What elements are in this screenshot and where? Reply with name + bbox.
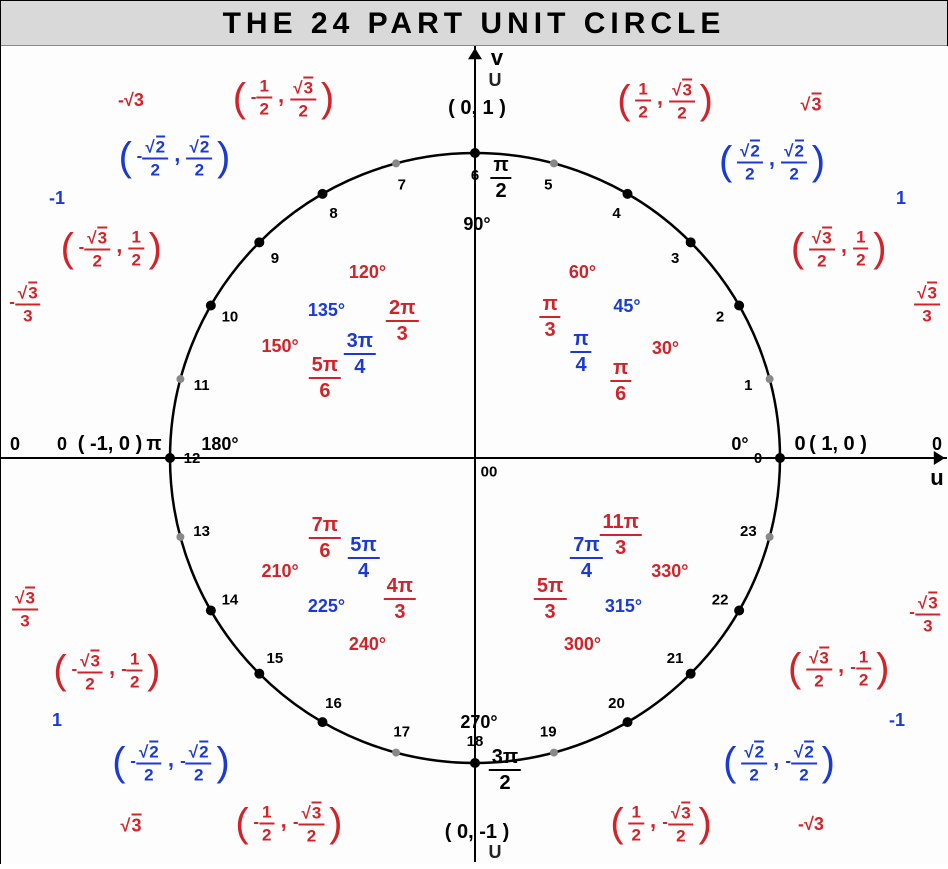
tan-120: -√3 <box>118 91 144 109</box>
svg-text:17: 17 <box>393 723 410 740</box>
rad-150: 5π6 <box>309 355 341 401</box>
coord-150: ( -32 , 12 ) <box>61 227 162 270</box>
rad-30: π6 <box>610 358 631 404</box>
deg-45: 45° <box>613 297 640 315</box>
svg-text:9: 9 <box>271 250 279 267</box>
deg-90: 90° <box>463 215 490 233</box>
tan-150: -33 <box>9 282 40 325</box>
title-bar: THE 24 PART UNIT CIRCLE <box>1 1 947 46</box>
origin-label: 00 <box>481 465 498 480</box>
tan-60: 3 <box>801 93 822 114</box>
svg-text:3: 3 <box>671 250 679 267</box>
tan-0-right: 0 <box>932 435 942 453</box>
coord-315: ( 22 , -22 ) <box>723 741 835 784</box>
deg-120: 120° <box>349 263 386 281</box>
rad-120: 2π3 <box>386 298 418 344</box>
coord-45: ( 22 , 22 ) <box>719 140 825 183</box>
u-top-label: U <box>489 71 502 89</box>
tan-300: -√3 <box>798 815 824 833</box>
svg-text:18: 18 <box>467 733 484 750</box>
deg-225: 225° <box>308 597 345 615</box>
coord-120: ( -12 , 32 ) <box>233 76 334 119</box>
deg-180: 180° <box>201 435 238 453</box>
pt-0-1: ( 0, 1 ) <box>448 98 506 118</box>
rad-60: π3 <box>539 294 560 340</box>
u-bottom-label: U <box>489 843 502 861</box>
svg-text:14: 14 <box>222 592 239 609</box>
deg-135: 135° <box>308 301 345 319</box>
coord-135: ( -22 , 22 ) <box>119 136 231 179</box>
deg-300: 300° <box>564 635 601 653</box>
svg-text:12: 12 <box>184 450 201 467</box>
pt-1-0: ( 1, 0 ) <box>809 434 867 454</box>
svg-text:19: 19 <box>540 723 557 740</box>
coord-30: ( 32 , 12 ) <box>791 227 887 270</box>
deg-240: 240° <box>349 635 386 653</box>
deg-60: 60° <box>569 263 596 281</box>
rad-pi-2: π2 <box>490 155 511 201</box>
tan-45: 1 <box>896 189 906 207</box>
pt-neg1-0: ( -1, 0 ) <box>78 434 142 454</box>
rad-240: 4π3 <box>384 576 416 622</box>
tan-330: -33 <box>909 592 940 635</box>
svg-text:23: 23 <box>740 523 757 540</box>
tan-30: 33 <box>914 282 940 325</box>
deg-30: 30° <box>652 339 679 357</box>
rad-pi: π <box>146 434 161 454</box>
svg-text:1: 1 <box>744 377 752 394</box>
coord-240: ( -12 , -32 ) <box>235 802 342 845</box>
outer-0-left: 0 <box>57 435 67 453</box>
coord-210: ( -32 , -12 ) <box>53 649 160 692</box>
rad-300: 5π3 <box>534 576 566 622</box>
rad-315: 7π4 <box>570 535 602 581</box>
tan-225: 1 <box>52 711 62 729</box>
rad-3pi-2: 3π2 <box>489 747 521 793</box>
svg-text:4: 4 <box>612 205 621 222</box>
svg-text:7: 7 <box>398 177 406 194</box>
rad-330: 11π3 <box>599 512 641 558</box>
rad-210: 7π6 <box>309 515 341 561</box>
deg-315: 315° <box>605 597 642 615</box>
deg-270: 270° <box>460 713 497 731</box>
tan-135: -1 <box>49 189 65 207</box>
svg-text:2: 2 <box>716 309 724 326</box>
svg-text:8: 8 <box>329 205 337 222</box>
rad-0: 0 <box>794 434 805 454</box>
deg-210: 210° <box>262 562 299 580</box>
diagram-stage: 01234567891011121314151617181920212223 v… <box>1 46 948 864</box>
axis-v-label: v <box>491 47 503 69</box>
tan-0-left: 0 <box>10 435 20 453</box>
coord-225: ( -22 , -22 ) <box>112 741 229 784</box>
coord-330: ( 32 , -12 ) <box>788 647 889 690</box>
svg-text:20: 20 <box>608 695 625 712</box>
pt-0-neg1: ( 0, -1 ) <box>445 822 509 842</box>
svg-text:0: 0 <box>754 450 762 467</box>
tan-210: 33 <box>12 587 38 630</box>
tan-315: -1 <box>889 711 905 729</box>
svg-text:11: 11 <box>194 377 210 394</box>
axis-u-label: u <box>930 467 943 489</box>
svg-text:15: 15 <box>267 650 284 667</box>
svg-text:10: 10 <box>222 309 239 326</box>
rad-135: 3π4 <box>344 331 376 377</box>
svg-text:16: 16 <box>325 695 342 712</box>
deg-0: 0° <box>731 435 748 453</box>
deg-150: 150° <box>262 337 299 355</box>
coord-60: ( 12 , 32 ) <box>617 79 713 122</box>
svg-text:5: 5 <box>544 177 552 194</box>
svg-text:22: 22 <box>712 592 729 609</box>
svg-text:21: 21 <box>667 650 684 667</box>
tan-240: 3 <box>121 814 142 835</box>
rad-225: 5π4 <box>347 535 379 581</box>
svg-text:6: 6 <box>471 167 479 184</box>
rad-45: π4 <box>570 329 591 375</box>
deg-330: 330° <box>651 562 688 580</box>
coord-300: ( 12 , -32 ) <box>610 802 711 845</box>
title-text: THE 24 PART UNIT CIRCLE <box>223 7 726 40</box>
svg-text:13: 13 <box>193 523 210 540</box>
